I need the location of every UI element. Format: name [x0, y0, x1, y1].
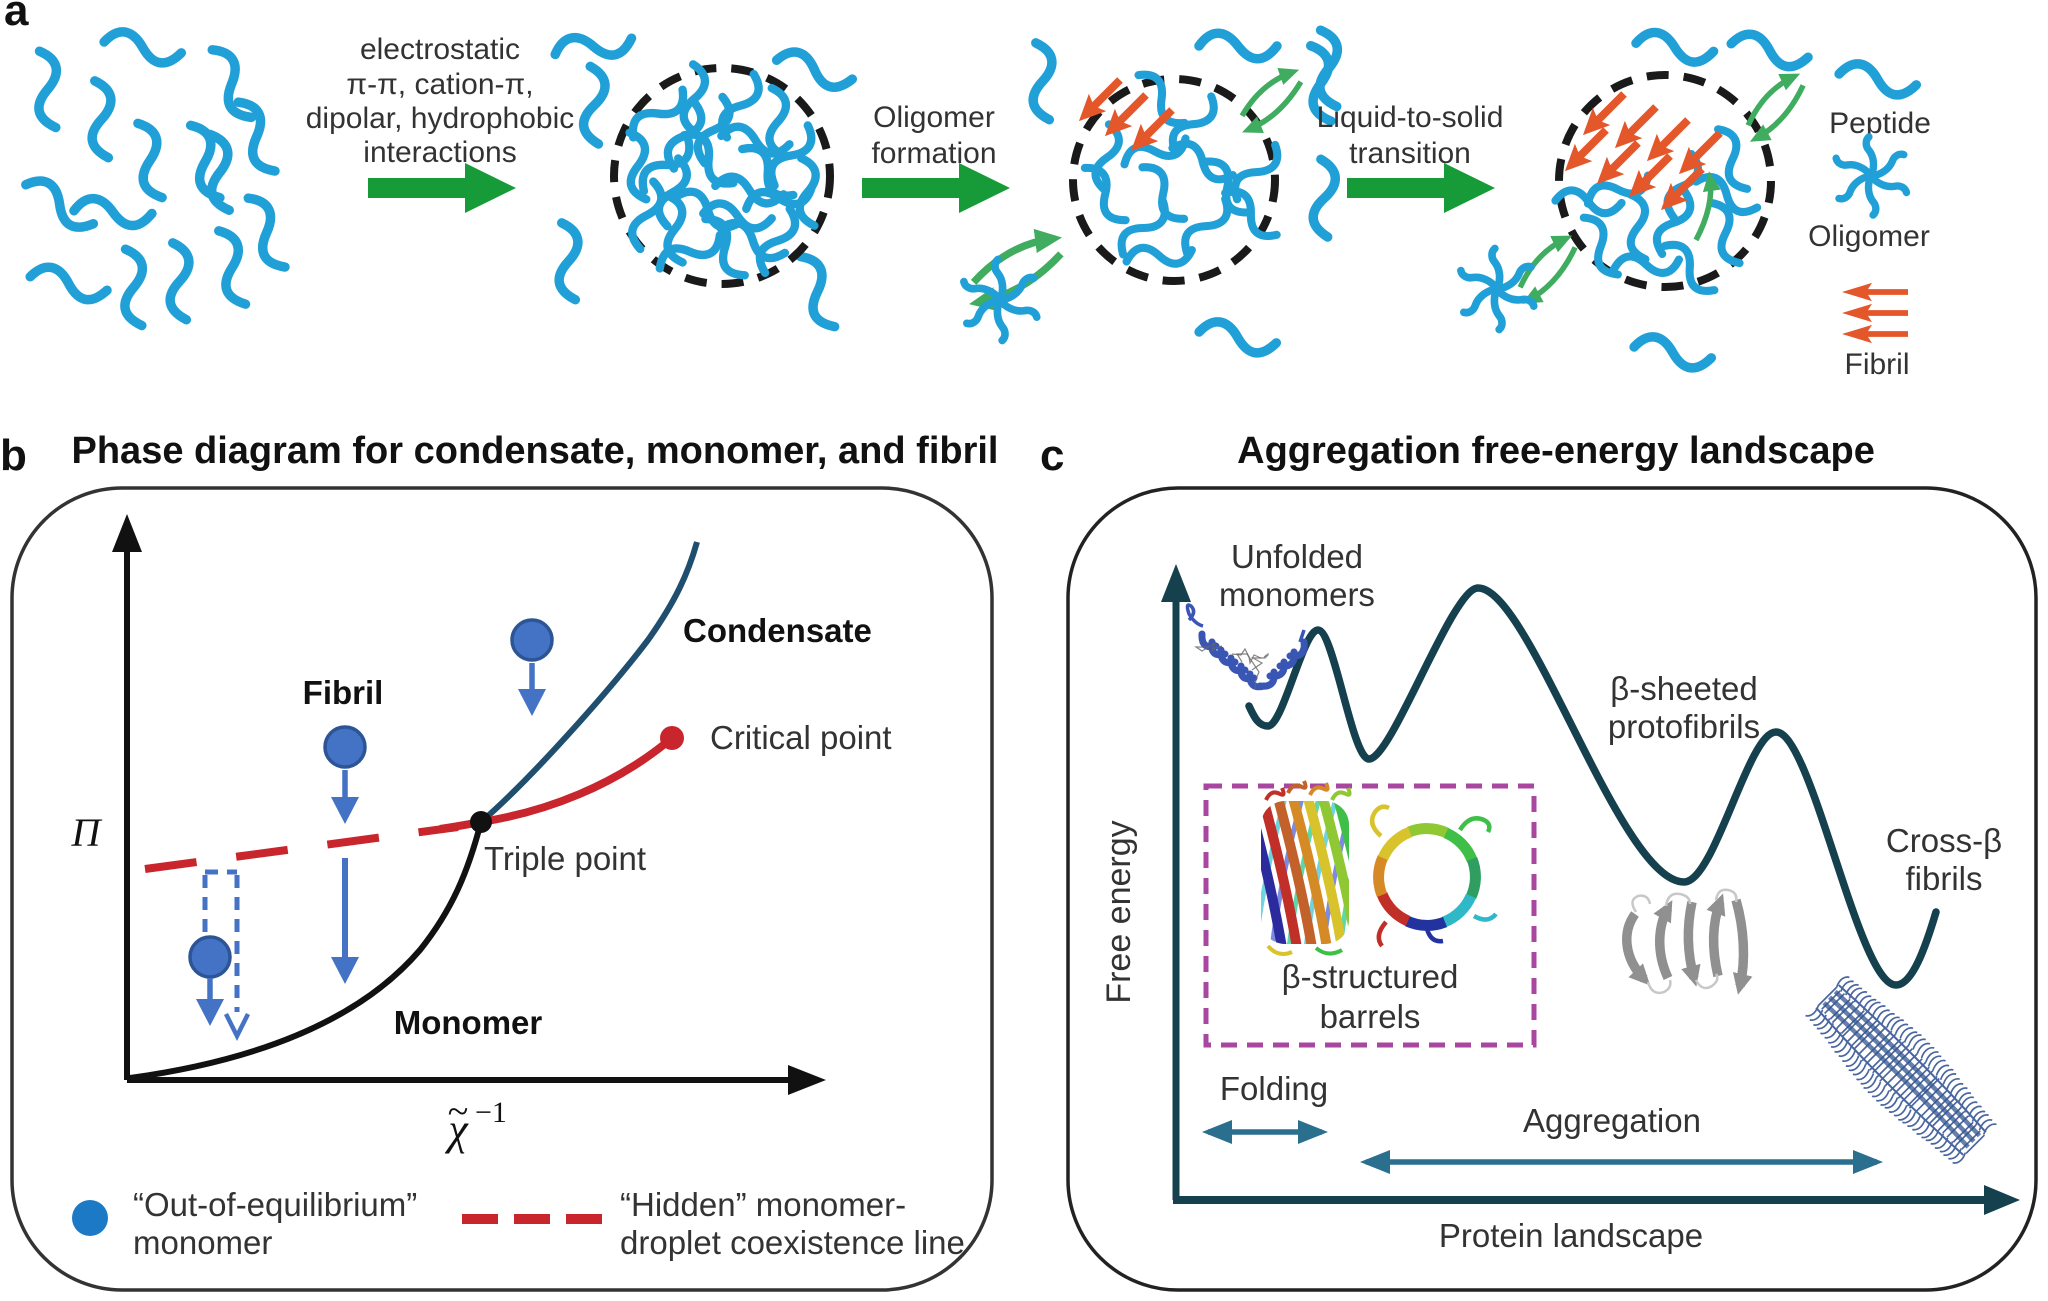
svg-text:β-structured: β-structured [1282, 958, 1459, 995]
svg-text:Monomer: Monomer [394, 1004, 543, 1041]
svg-text:droplet coexistence line: droplet coexistence line [620, 1224, 965, 1261]
svg-text:barrels: barrels [1320, 998, 1421, 1035]
svg-text:Fibril: Fibril [303, 674, 384, 711]
svg-text:−1: −1 [475, 1096, 507, 1129]
svg-text:“Out-of-equilibrium”: “Out-of-equilibrium” [133, 1186, 417, 1223]
svg-text:Triple point: Triple point [484, 840, 646, 877]
svg-text:electrostatic: electrostatic [360, 33, 520, 66]
svg-text:a: a [4, 0, 29, 35]
svg-text:dipolar, hydrophobic: dipolar, hydrophobic [306, 102, 575, 135]
svg-text:formation: formation [871, 137, 996, 170]
svg-text:Phase diagram for condensate,: Phase diagram for condensate, monomer, a… [72, 430, 999, 472]
svg-text:~: ~ [448, 1091, 469, 1133]
svg-text:Π: Π [71, 810, 103, 855]
svg-text:Unfolded: Unfolded [1231, 538, 1363, 575]
svg-text:Protein landscape: Protein landscape [1439, 1217, 1703, 1254]
svg-text:Critical point: Critical point [710, 719, 892, 756]
svg-text:χ: χ [444, 1105, 469, 1154]
svg-text:protofibrils: protofibrils [1608, 708, 1760, 745]
svg-text:Peptide: Peptide [1829, 107, 1931, 140]
svg-text:interactions: interactions [363, 136, 516, 169]
svg-text:c: c [1040, 431, 1064, 480]
svg-text:β-sheeted: β-sheeted [1610, 670, 1757, 707]
svg-text:fibrils: fibrils [1905, 860, 1982, 897]
svg-text:Cross-β: Cross-β [1886, 822, 2002, 859]
svg-text:monomer: monomer [133, 1224, 272, 1261]
svg-text:Oligomer: Oligomer [873, 101, 995, 134]
svg-text:Fibril: Fibril [1845, 348, 1910, 381]
svg-text:Oligomer: Oligomer [1808, 220, 1930, 253]
svg-text:Aggregation free-energy landsc: Aggregation free-energy landscape [1237, 430, 1875, 472]
svg-text:Folding: Folding [1220, 1070, 1328, 1107]
svg-text:Condensate: Condensate [683, 612, 872, 649]
svg-text:Liquid-to-solid: Liquid-to-solid [1317, 101, 1504, 134]
svg-text:monomers: monomers [1219, 576, 1375, 613]
svg-text:Aggregation: Aggregation [1523, 1102, 1701, 1139]
svg-text:Free energy: Free energy [1100, 820, 1138, 1003]
svg-text:b: b [0, 431, 27, 480]
svg-text:transition: transition [1349, 137, 1471, 170]
svg-text:“Hidden” monomer-: “Hidden” monomer- [620, 1186, 906, 1223]
svg-text:π-π, cation-π,: π-π, cation-π, [346, 68, 533, 101]
